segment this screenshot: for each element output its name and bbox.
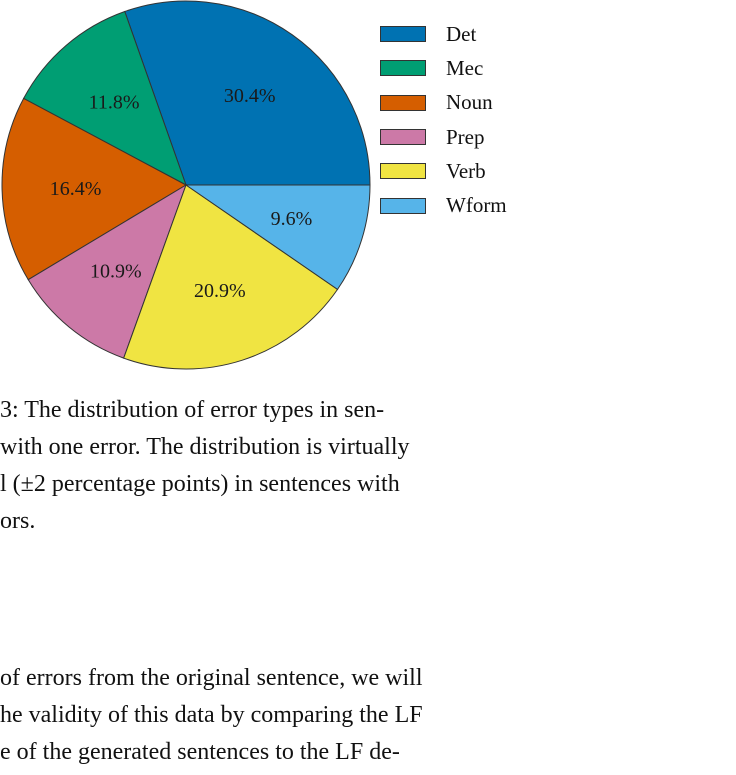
legend-item-det: Det [380, 17, 507, 51]
legend-swatch [380, 163, 426, 180]
legend-swatch [380, 129, 426, 146]
slice-data-label: 30.4% [224, 85, 276, 107]
slice-data-label: 10.9% [90, 260, 142, 282]
figure-caption: 3: The distribution of error types in se… [0, 392, 536, 540]
legend-swatch [380, 60, 426, 77]
legend-swatch [380, 94, 426, 111]
slice-data-label: 20.9% [194, 280, 246, 302]
slice-data-label: 11.8% [89, 91, 140, 113]
body-line: e of the generated sentences to the LF d… [0, 739, 400, 765]
pie-chart: 30.4% 11.8% 16.4% 10.9% 20.9% 9.6% [1, 0, 371, 370]
slice-data-label: 9.6% [271, 208, 313, 230]
pie-slice-wform [184, 184, 371, 291]
chart-legend: Det Mec Noun Prep Verb Wform [380, 17, 507, 223]
pie-slice-det [124, 0, 371, 186]
legend-label: Det [446, 21, 477, 46]
pie-slice-verb [123, 184, 339, 370]
caption-line: ors. [0, 508, 36, 534]
legend-swatch [380, 26, 426, 43]
legend-item-wform: Wform [380, 188, 507, 222]
legend-label: Mec [446, 55, 484, 80]
legend-swatch [380, 197, 426, 214]
legend-item-verb: Verb [380, 154, 507, 188]
caption-line: 3: The distribution of error types in se… [0, 397, 385, 423]
slice-data-label: 16.4% [50, 178, 102, 200]
legend-item-noun: Noun [380, 86, 507, 120]
legend-item-mec: Mec [380, 51, 507, 85]
pie-slice-prep [27, 183, 187, 359]
legend-label: Noun [446, 90, 493, 115]
pie-slice-mec [22, 10, 187, 187]
body-paragraph: of errors from the original sentence, we… [0, 660, 536, 771]
body-line: he validity of this data by comparing th… [0, 702, 423, 728]
body-line: of errors from the original sentence, we… [0, 665, 423, 691]
legend-item-prep: Prep [380, 120, 507, 154]
pie-slice-noun [1, 97, 188, 281]
caption-line: with one error. The distribution is virt… [0, 434, 410, 460]
legend-label: Verb [446, 158, 486, 183]
legend-label: Wform [446, 193, 507, 218]
caption-line: l (±2 percentage points) in sentences wi… [0, 471, 400, 497]
legend-label: Prep [446, 124, 485, 149]
